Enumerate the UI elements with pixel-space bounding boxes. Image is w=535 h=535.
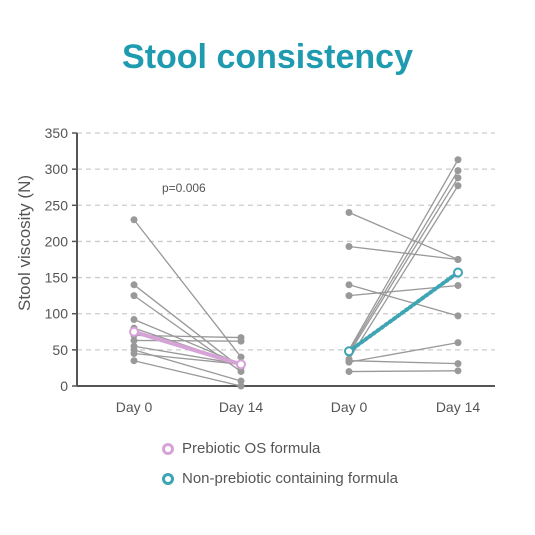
individual-point [237, 377, 245, 385]
x-category-labels: Day 0 Day 14 Day 0 Day 14 [116, 399, 481, 415]
individual-point [454, 312, 462, 320]
individual-line [348, 284, 459, 297]
y-tick-label: 300 [45, 161, 69, 177]
mean-line-prebiotic [132, 329, 243, 367]
individual-point [345, 242, 353, 250]
individual-point [454, 360, 462, 368]
gridlines [77, 132, 495, 351]
individual-point [237, 368, 245, 376]
mean-line-non-prebiotic [347, 270, 460, 354]
individual-point [345, 292, 353, 300]
individual-point [345, 368, 353, 376]
individual-line [133, 339, 242, 342]
individual-line [348, 170, 459, 352]
individual-line [133, 345, 242, 365]
individual-point [130, 292, 138, 300]
individual-point [237, 382, 245, 390]
individual-point [454, 282, 462, 290]
x-category-label: Day 14 [219, 399, 264, 415]
x-category-label: Day 0 [331, 399, 368, 415]
y-tick-label: 200 [45, 233, 69, 249]
y-tick-label: 350 [45, 125, 69, 141]
individual-line [348, 185, 459, 360]
y-tick-label: 0 [60, 378, 68, 394]
individual-point [130, 349, 138, 357]
individual-point [345, 281, 353, 289]
mean-point-non-prebiotic [453, 267, 463, 278]
y-tick-labels: 0 50 100 150 200 250 300 350 [45, 125, 69, 394]
individual-point [454, 174, 462, 182]
individual-line [133, 352, 242, 365]
y-axis-label: Stool viscosity (N) [15, 175, 34, 311]
chart-title: Stool consistency [122, 38, 413, 76]
individual-point [130, 216, 138, 224]
mean-point-non-prebiotic [344, 346, 354, 357]
legend-swatch-prebiotic [162, 442, 174, 455]
individual-line [133, 284, 242, 369]
axes [72, 132, 495, 387]
individual-line [348, 370, 459, 373]
individual-line [348, 284, 459, 317]
x-category-label: Day 14 [436, 399, 481, 415]
individual-point [454, 167, 462, 175]
legend-item-non-prebiotic: Non-prebiotic containing formula [162, 470, 522, 487]
individual-line [348, 211, 459, 261]
legend-swatch-non-prebiotic [162, 472, 174, 485]
y-tick-label: 50 [52, 342, 68, 358]
legend-label-non-prebiotic: Non-prebiotic containing formula [182, 470, 398, 487]
mean-point-prebiotic [129, 326, 139, 337]
individual-line [348, 177, 459, 354]
mean-point-prebiotic [236, 359, 246, 370]
individual-line [348, 245, 459, 261]
individual-point [345, 358, 353, 366]
individual-point [454, 256, 462, 263]
individual-line [133, 360, 242, 387]
individual-line [348, 360, 459, 365]
individual-point [454, 156, 462, 164]
individual-point [454, 367, 462, 375]
individual-point [237, 337, 245, 345]
individual-point [345, 209, 353, 217]
individual-point [454, 339, 462, 347]
x-category-label: Day 0 [116, 399, 153, 415]
individual-point [454, 182, 462, 190]
legend-label-prebiotic: Prebiotic OS formula [182, 440, 321, 457]
p-value-annotation: p=0.006 [162, 181, 206, 195]
individual-line [348, 159, 459, 351]
y-tick-label: 150 [45, 270, 69, 286]
individual-line [348, 341, 459, 363]
individual-lines [130, 156, 462, 390]
legend-item-prebiotic: Prebiotic OS formula [162, 440, 522, 457]
individual-line [133, 219, 242, 358]
individual-point [130, 336, 138, 344]
mean-lines [129, 267, 463, 370]
individual-point [130, 357, 138, 365]
individual-point [237, 353, 245, 361]
y-tick-label: 250 [45, 197, 69, 213]
individual-point [130, 281, 138, 289]
individual-point [130, 315, 138, 323]
y-tick-label: 100 [45, 306, 69, 322]
